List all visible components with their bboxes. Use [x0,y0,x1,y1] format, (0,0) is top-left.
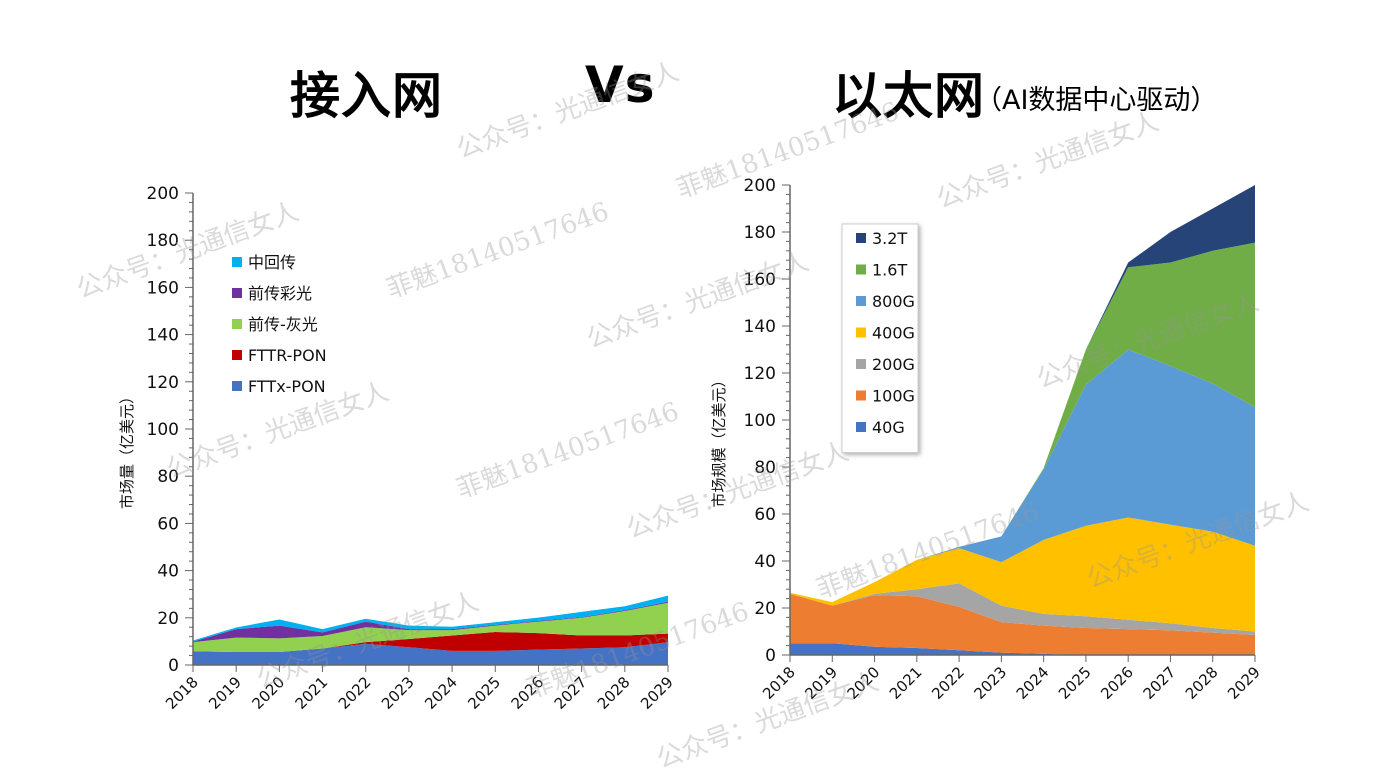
x-tick-label: 2025 [1055,663,1095,703]
y-tick-label: 120 [744,364,776,384]
area-前传彩光 [193,601,668,643]
y-tick-label: 0 [168,656,179,676]
x-tick-label: 2021 [886,663,926,703]
y-tick-label: 180 [744,223,776,243]
y-axis-label: 市场规模（亿美元） [710,372,728,507]
y-tick-label: 200 [147,184,179,204]
legend-swatch [856,264,866,275]
area-FTTx-PON [193,642,668,665]
area-100G [790,593,1255,655]
legend-label: 中回传 [248,253,296,272]
area-200G [790,583,1255,636]
y-tick-label: 100 [744,411,776,431]
right-subtitle: （AI数据中心驱动） [975,85,1218,116]
y-tick-label: 20 [157,609,179,629]
right-title: 以太网 [832,67,985,125]
legend-label: 40G [872,418,905,437]
y-tick-label: 0 [765,646,776,666]
x-tick-label: 2026 [1097,663,1137,703]
legend-label: 200G [872,355,915,374]
area-40G [790,643,1255,655]
y-tick-label: 60 [754,505,776,525]
x-tick-label: 2023 [378,673,418,713]
x-tick-label: 2022 [335,673,375,713]
y-tick-label: 80 [157,467,179,487]
area-FTTR-PON [193,631,668,653]
area-中回传 [193,595,668,642]
x-tick-label: 2018 [162,673,202,713]
area-800G [790,349,1255,603]
y-tick-label: 100 [147,420,179,440]
y-tick-label: 140 [744,317,776,337]
area-3.2T [790,185,1255,603]
legend: 3.2T 1.6T 800G 400G 200G 100G 40G [841,223,919,453]
legend-box [841,223,919,453]
legend-label: 3.2T [872,229,907,248]
y-tick-label: 20 [754,599,776,619]
x-tick-label: 2027 [1140,663,1180,703]
legend-swatch [856,233,866,243]
legend-swatch [856,390,866,401]
area-1.6T [790,242,1255,603]
x-tick-label: 2028 [1182,663,1222,703]
legend-swatch [856,327,866,338]
x-tick-label: 2025 [464,673,504,713]
legend-swatch [232,257,242,267]
x-tick-label: 2029 [1224,663,1264,703]
vs-label: Vs [585,56,656,114]
legend-label: 800G [872,292,915,311]
legend-swatch [856,359,866,369]
legend-swatch [856,296,866,306]
legend-swatch [232,350,242,360]
legend-label: 前传-灰光 [248,315,318,334]
y-tick-label: 140 [147,326,179,346]
x-tick-label: 2024 [1013,663,1053,703]
legend-label: 400G [872,324,915,343]
legend-swatch [232,288,242,298]
x-tick-label: 2019 [205,673,245,713]
legend-label: FTTR-PON [248,346,327,365]
legend-swatch [232,381,242,391]
left-title: 接入网 [290,67,443,125]
y-tick-label: 160 [744,270,776,290]
y-axis-label: 市场量（亿美元） [118,389,136,509]
y-tick-label: 120 [147,373,179,393]
legend-label: 1.6T [872,261,907,280]
legend-label: 100G [872,387,915,406]
area-400G [790,517,1255,632]
legend-label: FTTx-PON [248,377,326,396]
x-tick-label: 2023 [970,663,1010,703]
legend-label: 前传彩光 [248,284,312,303]
x-tick-label: 2024 [421,673,461,713]
x-tick-label: 2029 [637,673,677,713]
y-tick-label: 80 [754,458,776,478]
area-前传-灰光 [193,602,668,653]
y-tick-label: 200 [744,176,776,196]
y-tick-label: 40 [754,552,776,572]
y-tick-label: 160 [147,278,179,298]
y-tick-label: 180 [147,231,179,251]
legend-swatch [232,319,242,329]
x-tick-label: 2022 [928,663,968,703]
y-tick-label: 60 [157,514,179,534]
y-tick-label: 40 [157,562,179,582]
legend-swatch [856,422,866,432]
